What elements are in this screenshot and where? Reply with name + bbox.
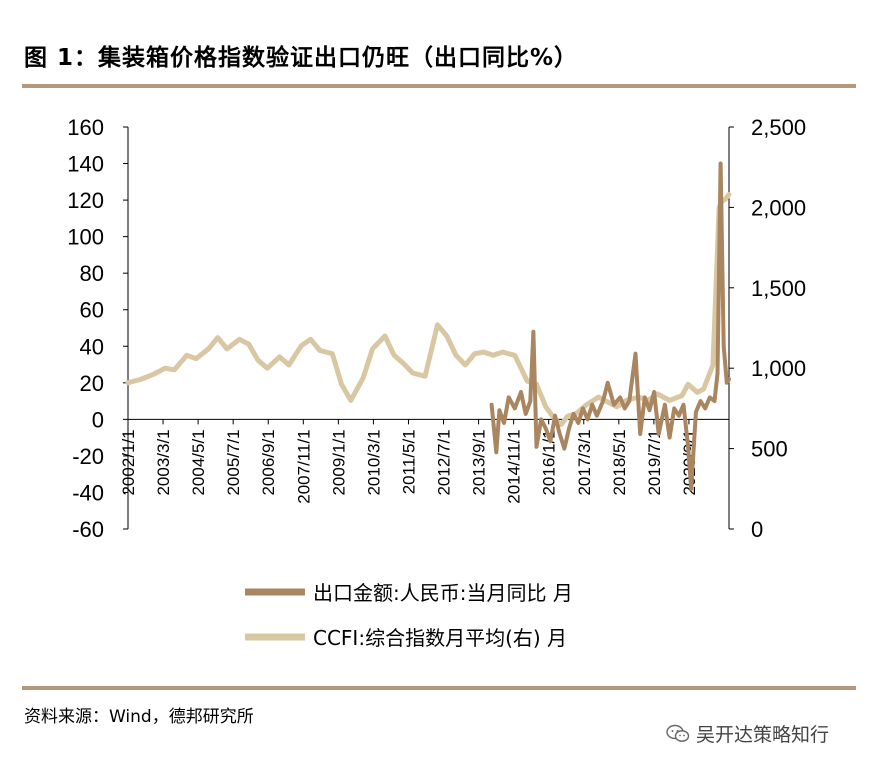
series-layer: [125, 161, 732, 491]
x-tick-label: 2011/5/1: [399, 429, 418, 494]
left-tick-label: -20: [72, 444, 104, 469]
x-tick-label: 2004/5/1: [189, 429, 208, 495]
wechat-icon: [666, 724, 690, 742]
left-tick-label: 20: [80, 371, 104, 396]
x-tick-label: 2003/3/1: [154, 429, 173, 495]
x-tick-label: 2012/7/1: [435, 429, 454, 495]
series-line-export: [489, 161, 731, 491]
right-tick-label: 1,500: [751, 276, 806, 301]
legend-item-export-label: 出口金额:人民币:当月同比 月: [313, 581, 573, 605]
watermark-text: 吴开达策略知行: [696, 724, 830, 746]
left-tick-label: -60: [72, 517, 104, 542]
figure-title: 图 1：集装箱价格指数验证出口仍旺（出口同比%）: [24, 45, 579, 71]
x-tick-label: 2017/3/1: [575, 429, 594, 495]
left-tick-label: -40: [72, 480, 104, 505]
bottom-rule: [22, 686, 856, 690]
x-tick-label: 2002/1/1: [119, 429, 138, 495]
left-tick-label: 140: [67, 152, 104, 177]
left-tick-label: 60: [80, 298, 104, 323]
top-rule: [22, 84, 856, 88]
left-tick-label: 80: [80, 261, 104, 286]
x-tick-label: 2014/11/1: [505, 429, 524, 503]
legend: 出口金额:人民币:当月同比 月 CCFI:综合指数月平均(右) 月: [245, 581, 573, 650]
x-tick-label: 2010/3/1: [364, 429, 383, 495]
left-tick-label: 160: [67, 115, 104, 140]
source-note: 资料来源：Wind，德邦研究所: [24, 707, 254, 727]
x-tick-label: 2018/5/1: [610, 429, 629, 495]
axes: 160 140 120 100 80 60 40 20 0 -20 -40 -60 2,500 2,000…: [67, 115, 806, 542]
right-tick-label: 1,000: [751, 356, 806, 381]
x-tick-label: 2013/9/1: [470, 429, 489, 495]
left-tick-label: 100: [67, 225, 104, 250]
series-line-ccfi: [125, 192, 732, 427]
x-tick-label: 2007/11/1: [294, 429, 313, 503]
right-tick-label: 0: [751, 517, 763, 542]
right-tick-label: 2,500: [751, 115, 806, 140]
x-tick-label: 2009/1/1: [329, 429, 348, 495]
chart: 160 140 120 100 80 60 40 20 0 -20 -40 -60 2,500 2,000…: [67, 115, 806, 650]
watermark: 吴开达策略知行: [666, 720, 829, 747]
left-tick-label: 0: [92, 407, 104, 432]
left-tick-label: 40: [80, 334, 104, 359]
legend-item-ccfi-label: CCFI:综合指数月平均(右) 月: [313, 626, 567, 650]
right-tick-label: 2,000: [751, 195, 806, 220]
x-tick-label: 2016/1/1: [540, 429, 559, 495]
left-tick-label: 120: [67, 188, 104, 213]
x-tick-label: 2019/7/1: [645, 429, 664, 495]
x-tick-label: 2005/7/1: [224, 429, 243, 495]
right-tick-label: 500: [751, 437, 788, 462]
x-tick-label: 2006/9/1: [259, 429, 278, 495]
